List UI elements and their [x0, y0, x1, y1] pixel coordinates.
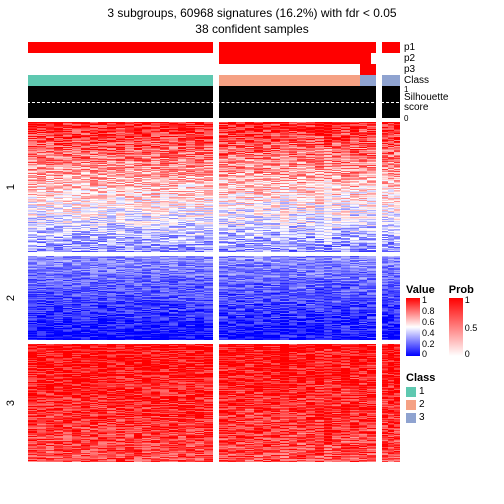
legend-class-label: 3 [419, 412, 425, 423]
anno-label-p2: p2 [404, 53, 415, 64]
anno-label-silhouette: Silhouette score [404, 93, 448, 113]
legend-class-label: 2 [419, 399, 425, 410]
legend-class-swatch [406, 400, 416, 410]
row-group-2-label: 2 [5, 295, 17, 301]
sil-tick-1: 1 [404, 86, 408, 94]
legend-value-title: Value [406, 284, 435, 296]
row-group-1-label: 1 [5, 184, 17, 190]
legend-value-gradient: 1 0.8 0.6 0.4 0.2 0 [406, 298, 420, 356]
anno-label-p3: p3 [404, 64, 415, 75]
legend-class-label: 1 [419, 386, 425, 397]
legend-prob-gradient: 1 0.5 0 [449, 298, 463, 356]
plot-area [28, 42, 400, 498]
legend-value: Value 1 0.8 0.6 0.4 0.2 0 Prob 1 0.5 0 [406, 284, 474, 356]
legend-class: Class 1 2 3 [406, 372, 435, 423]
legend-prob-title: Prob [449, 284, 474, 296]
title-line-2: 38 confident samples [0, 22, 504, 38]
legend-class-title: Class [406, 372, 435, 384]
row-group-3-label: 3 [5, 400, 17, 406]
title-line-1: 3 subgroups, 60968 signatures (16.2%) wi… [0, 6, 504, 22]
legend-class-swatch [406, 387, 416, 397]
sil-tick-0: 0 [404, 115, 408, 123]
anno-label-p1: p1 [404, 42, 415, 53]
legend-class-swatch [406, 413, 416, 423]
